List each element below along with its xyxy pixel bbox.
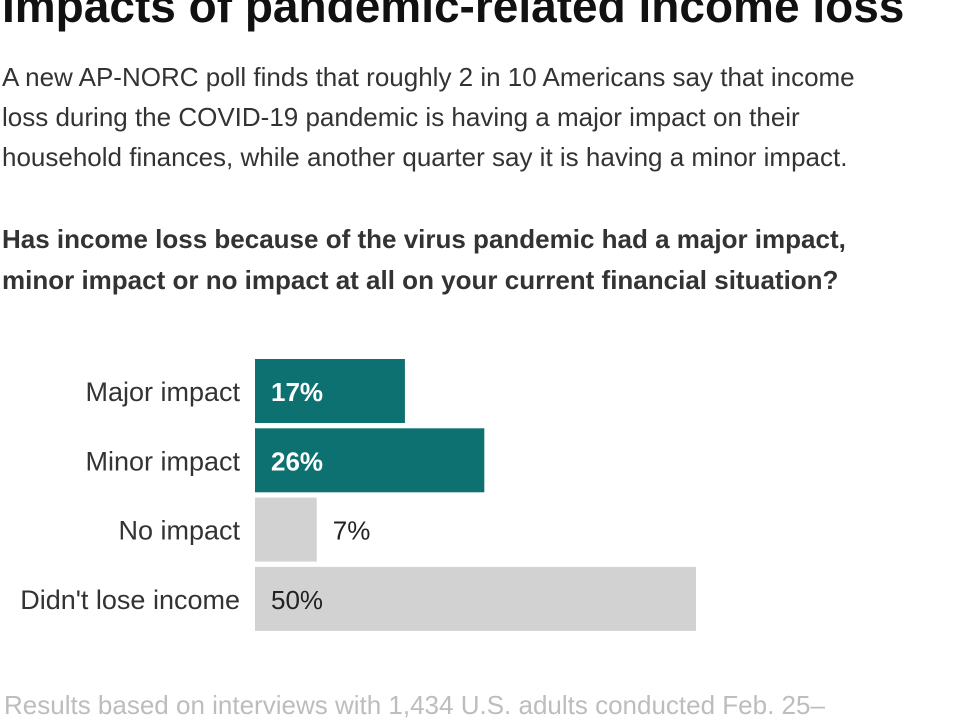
bar xyxy=(255,428,485,493)
question-line: minor impact or no impact at all on your… xyxy=(2,265,838,295)
bar xyxy=(255,359,405,423)
category-label: Minor impact xyxy=(85,446,240,476)
question-line: Has income loss because of the virus pan… xyxy=(2,224,846,254)
value-label: 50% xyxy=(271,585,323,615)
bar xyxy=(255,497,317,562)
subtitle-line: household finances, while another quarte… xyxy=(2,142,847,172)
value-label: 7% xyxy=(333,516,371,546)
category-label: Major impact xyxy=(85,377,240,407)
value-label: 26% xyxy=(271,446,323,476)
category-label: Didn't lose income xyxy=(20,585,240,615)
subtitle-line: A new AP-NORC poll finds that roughly 2 … xyxy=(2,62,855,92)
value-label: 17% xyxy=(271,377,323,407)
footnote: Results based on interviews with 1,434 U… xyxy=(4,690,825,720)
category-label: No impact xyxy=(118,516,240,546)
subtitle-line: loss during the COVID-19 pandemic is hav… xyxy=(2,102,800,132)
bar xyxy=(255,566,696,631)
chart-title: Impacts of pandemic-related income loss xyxy=(2,0,904,32)
